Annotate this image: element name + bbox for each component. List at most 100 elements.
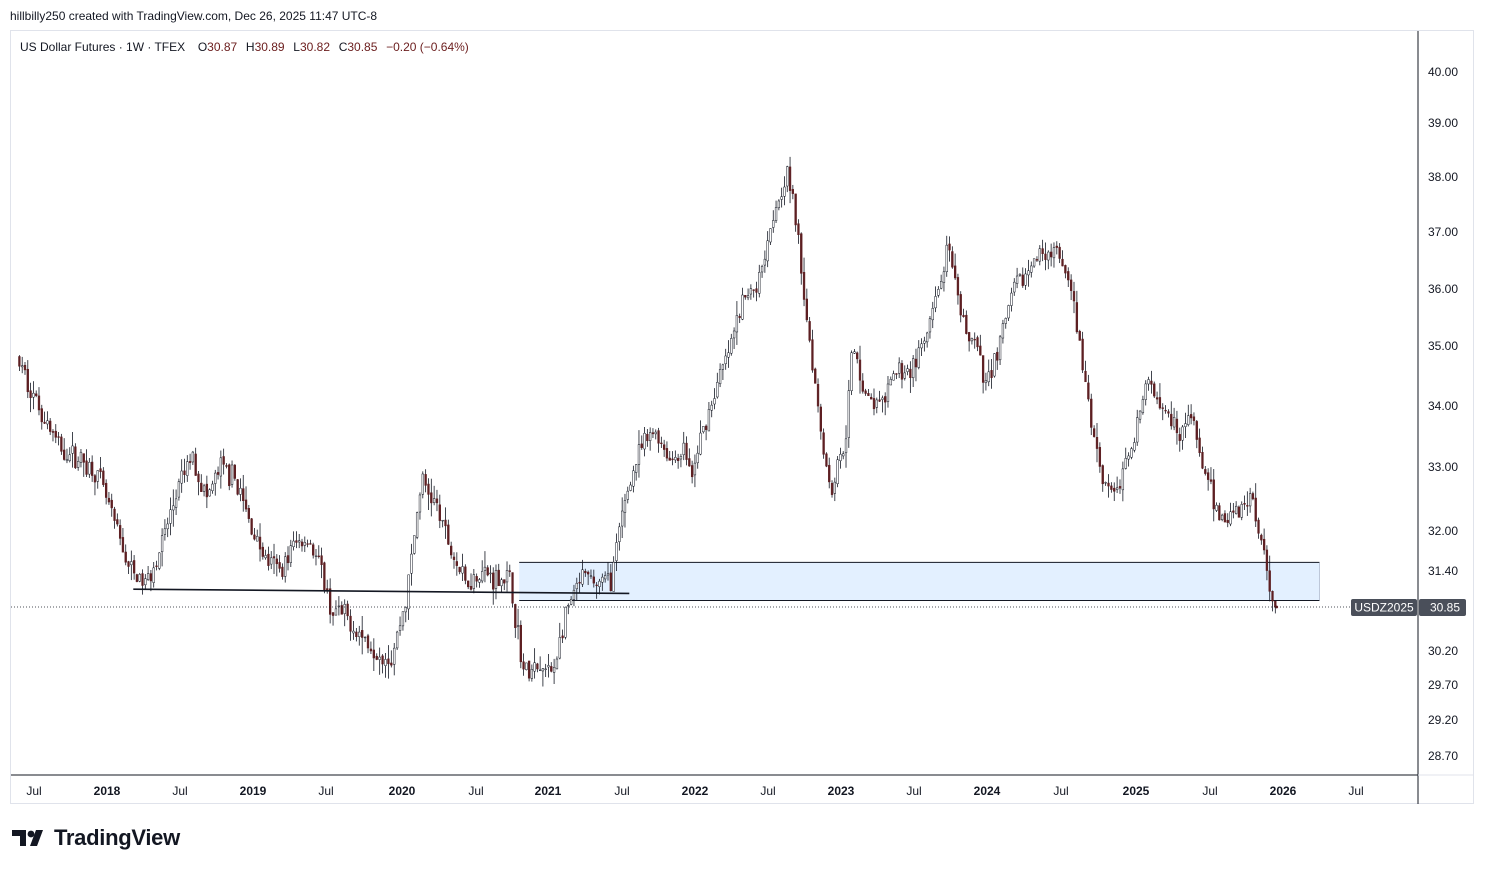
candle[interactable] bbox=[575, 582, 578, 590]
candle[interactable] bbox=[378, 656, 381, 660]
candle[interactable] bbox=[132, 560, 136, 574]
candle[interactable] bbox=[312, 544, 315, 556]
candle[interactable] bbox=[264, 555, 267, 559]
candle[interactable] bbox=[483, 566, 487, 571]
candle[interactable] bbox=[953, 265, 957, 279]
candle[interactable] bbox=[1124, 458, 1127, 469]
candle[interactable] bbox=[1181, 426, 1184, 441]
candle[interactable] bbox=[369, 648, 373, 652]
candle[interactable] bbox=[309, 543, 312, 545]
candle[interactable] bbox=[569, 598, 573, 605]
candle[interactable] bbox=[755, 288, 758, 293]
candle[interactable] bbox=[886, 383, 890, 402]
candle[interactable] bbox=[1075, 302, 1079, 333]
candle[interactable] bbox=[976, 337, 979, 348]
candle[interactable] bbox=[1035, 259, 1039, 261]
tradingview-logo[interactable]: TradingView bbox=[12, 825, 180, 851]
candle[interactable] bbox=[637, 444, 641, 465]
candle[interactable] bbox=[1038, 248, 1041, 262]
candle[interactable] bbox=[676, 458, 680, 462]
candle[interactable] bbox=[35, 393, 38, 396]
candle[interactable] bbox=[186, 461, 189, 476]
candle[interactable] bbox=[833, 481, 836, 494]
candle[interactable] bbox=[1161, 407, 1164, 409]
candle[interactable] bbox=[1092, 428, 1096, 437]
candle[interactable] bbox=[438, 504, 441, 521]
candle[interactable] bbox=[746, 295, 750, 299]
candle[interactable] bbox=[225, 465, 228, 467]
candle[interactable] bbox=[18, 356, 21, 367]
candle[interactable] bbox=[110, 499, 113, 509]
candle[interactable] bbox=[906, 368, 909, 372]
candle[interactable] bbox=[721, 364, 725, 370]
candle[interactable] bbox=[444, 519, 447, 527]
candle[interactable] bbox=[1234, 505, 1238, 515]
candle[interactable] bbox=[864, 390, 867, 394]
candle[interactable] bbox=[1047, 251, 1050, 261]
candle[interactable] bbox=[621, 510, 624, 527]
candle[interactable] bbox=[387, 658, 390, 665]
candle[interactable] bbox=[552, 667, 556, 673]
candle[interactable] bbox=[606, 573, 610, 576]
candle[interactable] bbox=[475, 576, 478, 582]
candle[interactable] bbox=[828, 464, 831, 483]
candle[interactable] bbox=[478, 579, 481, 583]
candle[interactable] bbox=[29, 390, 32, 398]
candle[interactable] bbox=[127, 561, 130, 567]
candle[interactable] bbox=[124, 551, 127, 563]
candle[interactable] bbox=[418, 494, 422, 513]
candle[interactable] bbox=[696, 452, 699, 464]
candle[interactable] bbox=[612, 562, 615, 592]
candle[interactable] bbox=[1223, 513, 1227, 523]
support-zone[interactable] bbox=[519, 562, 1320, 601]
candle[interactable] bbox=[219, 457, 223, 477]
candle[interactable] bbox=[662, 444, 666, 450]
candle[interactable] bbox=[481, 571, 484, 582]
candle[interactable] bbox=[158, 552, 161, 569]
candle[interactable] bbox=[421, 473, 424, 495]
candle[interactable] bbox=[1155, 397, 1159, 400]
candle[interactable] bbox=[467, 580, 470, 588]
candle[interactable] bbox=[197, 473, 200, 483]
candle[interactable] bbox=[242, 488, 245, 501]
candle[interactable] bbox=[856, 352, 859, 360]
candle[interactable] bbox=[724, 355, 727, 365]
candle[interactable] bbox=[452, 556, 456, 560]
candle[interactable] bbox=[735, 315, 739, 333]
candle[interactable] bbox=[424, 474, 427, 486]
candle[interactable] bbox=[844, 438, 848, 454]
candle[interactable] bbox=[1144, 383, 1147, 400]
candle[interactable] bbox=[839, 453, 842, 462]
candle[interactable] bbox=[188, 461, 192, 463]
candle[interactable] bbox=[458, 566, 461, 573]
candle[interactable] bbox=[102, 470, 105, 485]
candle[interactable] bbox=[1237, 506, 1241, 518]
candle[interactable] bbox=[300, 541, 304, 547]
candle[interactable] bbox=[794, 193, 797, 226]
candle[interactable] bbox=[1201, 452, 1204, 469]
candle[interactable] bbox=[967, 332, 971, 342]
candle[interactable] bbox=[130, 561, 133, 566]
candle[interactable] bbox=[635, 464, 638, 473]
candle[interactable] bbox=[68, 454, 71, 461]
candle[interactable] bbox=[1215, 504, 1218, 511]
candle[interactable] bbox=[404, 607, 407, 613]
candle[interactable] bbox=[1067, 271, 1070, 281]
candle[interactable] bbox=[292, 540, 295, 547]
candle[interactable] bbox=[375, 655, 378, 660]
candle[interactable] bbox=[1032, 258, 1036, 267]
candle[interactable] bbox=[390, 662, 393, 666]
candle[interactable] bbox=[441, 519, 444, 522]
candle[interactable] bbox=[892, 373, 895, 381]
candle[interactable] bbox=[598, 580, 601, 587]
candle[interactable] bbox=[536, 663, 539, 670]
candle[interactable] bbox=[1115, 487, 1119, 490]
candle[interactable] bbox=[90, 461, 94, 476]
candle[interactable] bbox=[107, 497, 111, 503]
candle[interactable] bbox=[1133, 442, 1136, 451]
candle[interactable] bbox=[1101, 465, 1104, 485]
candle[interactable] bbox=[618, 526, 621, 542]
candle[interactable] bbox=[965, 314, 968, 334]
candle[interactable] bbox=[589, 575, 593, 577]
